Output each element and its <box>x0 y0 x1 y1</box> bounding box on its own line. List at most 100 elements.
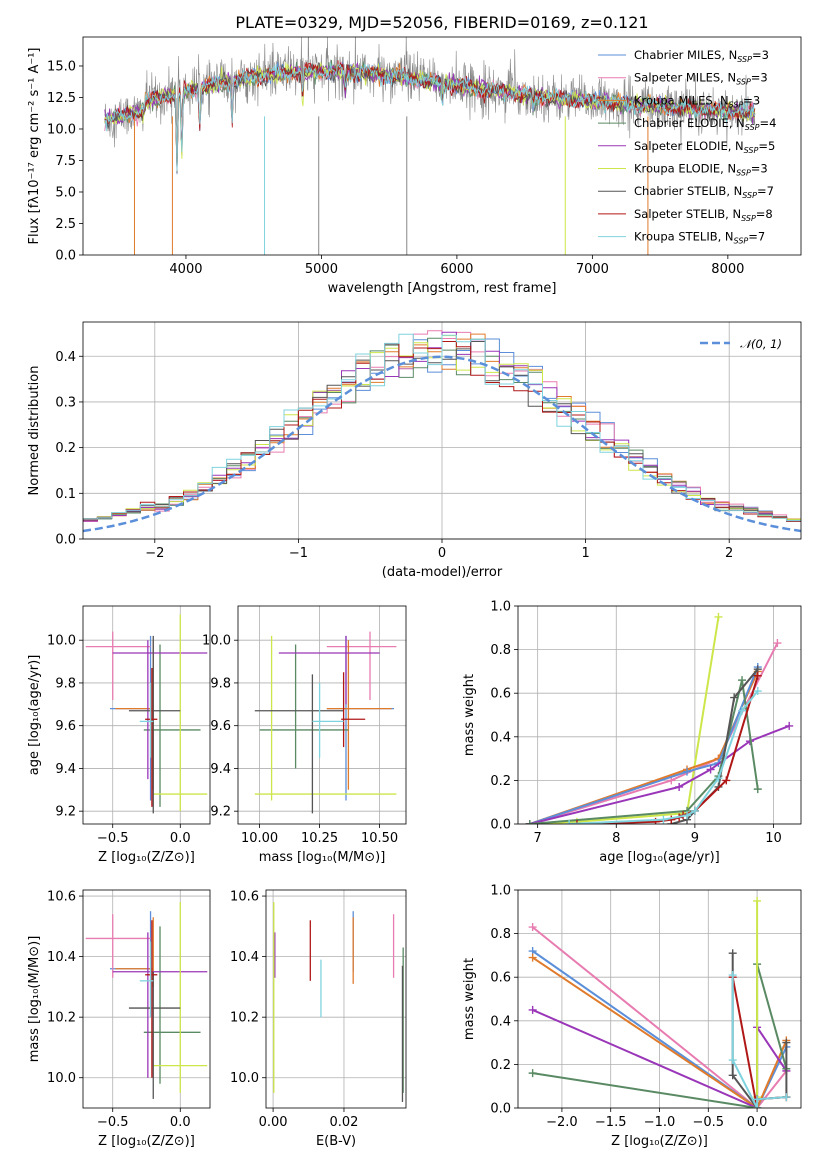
legend-sub: SSP <box>736 169 751 178</box>
y-tick-label: 5.0 <box>55 185 76 200</box>
plus-marker <box>683 767 692 776</box>
plus-marker <box>565 820 574 824</box>
y-tick-label: 10.6 <box>230 890 259 905</box>
plus-marker <box>753 1095 762 1104</box>
legend-name: Salpeter STELIB, N <box>634 207 741 221</box>
plus-marker <box>785 721 794 730</box>
x-tick-label: −1.5 <box>595 1115 627 1130</box>
y-tick-label: 0.2 <box>55 441 76 456</box>
legend-entry: Salpeter STELIB, NSSP=8 <box>634 207 773 223</box>
model-spectrum-line <box>104 62 756 174</box>
panel-mass_vs_Z: −0.5 0.0 10.0 10.2 10.4 10.6 Z [log₁₀(Z/Z⊙)] ma… <box>27 889 211 1149</box>
gaussian-reference-line <box>83 355 801 533</box>
legend-suffix: =3 <box>751 162 768 176</box>
legend-suffix: =7 <box>748 230 765 244</box>
x-tick-label: 0.0 <box>747 1115 768 1130</box>
x-tick-label: 8 <box>612 831 620 846</box>
x-tick-label: 7000 <box>576 262 609 277</box>
plus-marker <box>675 782 684 791</box>
model-spectrum-line <box>104 62 756 172</box>
panel-weight_vs_age: 7 8 9 10 0.0 0.2 0.4 0.6 0.8 1.0 age [log₁₀(age/yr… <box>462 600 802 865</box>
legend-suffix: =7 <box>757 184 774 198</box>
plus-marker <box>525 820 534 824</box>
plus-marker <box>753 671 762 680</box>
panel-spectrum: 4000 5000 6000 7000 8000 0.0 2.5 5.0 7.5 10.0 12.5… <box>27 13 802 296</box>
legend-sub: SSP <box>741 214 756 223</box>
y-axis-label: age [log₁₀(age/yr)] <box>27 655 42 776</box>
legend-name: Salpeter MILES, N <box>634 71 736 85</box>
axes-frame <box>82 605 211 825</box>
y-tick-label: 15.0 <box>47 59 76 74</box>
x-tick-label: −0.5 <box>693 1115 725 1130</box>
legend-name: Chabrier MILES, N <box>634 48 737 62</box>
plus-marker <box>683 811 692 820</box>
legend-suffix: =3 <box>751 71 768 85</box>
legend-suffix: =3 <box>752 48 769 62</box>
plus-marker <box>706 765 715 774</box>
plus-marker <box>722 776 731 785</box>
y-tick-label: 9.2 <box>210 805 231 820</box>
weight-line <box>529 679 759 824</box>
y-tick-label: 0.4 <box>490 730 511 745</box>
weight-line <box>531 926 788 1108</box>
plot-area <box>525 612 794 824</box>
legend-name: Salpeter ELODIE, N <box>634 139 744 153</box>
weight-line <box>532 950 788 1108</box>
y-tick-label: 0.4 <box>55 350 76 365</box>
plot-area <box>528 896 791 1108</box>
y-tick-label: 10.2 <box>230 1011 259 1026</box>
legend-name: Kroupa MILES, N <box>634 93 729 107</box>
plus-marker <box>753 687 762 696</box>
y-tick-label: 10.4 <box>230 950 259 965</box>
x-tick-label: 5000 <box>305 262 338 277</box>
plus-marker <box>738 676 747 685</box>
panel-age_vs_Z: −0.5 0.0 9.2 9.4 9.6 9.8 10.0 Z [log₁₀(Z/Z⊙)] ag… <box>27 605 211 865</box>
legend-name: Chabrier STELIB, N <box>634 184 742 198</box>
x-tick-label: 10 <box>765 831 782 846</box>
y-axis-label: mass weight <box>462 958 477 1040</box>
legend-sub: SSP <box>734 237 749 246</box>
y-tick-label: 0.0 <box>490 1102 511 1117</box>
legend-suffix: =4 <box>760 116 777 130</box>
y-axis-label: mass weight <box>462 674 477 756</box>
x-tick-label: −1.0 <box>644 1115 676 1130</box>
panel-age_vs_mass: 10.00 10.25 10.50 9.2 9.4 9.6 9.8 10.0 mass [log… <box>202 605 407 865</box>
legend-name: Kroupa ELODIE, N <box>634 162 736 176</box>
plot-area <box>85 614 208 814</box>
y-tick-label: 9.8 <box>55 676 76 691</box>
plus-marker <box>528 1005 537 1014</box>
chart-title: PLATE=0329, MJD=52056, FIBERID=0169, z=0… <box>235 13 648 32</box>
weight-line <box>532 956 788 1108</box>
x-axis-label: Z [log₁₀(Z/Z⊙)] <box>98 1134 195 1149</box>
x-tick-label: 0.02 <box>329 1115 358 1130</box>
x-tick-label: −2.0 <box>546 1115 578 1130</box>
y-tick-label: 9.4 <box>210 762 231 777</box>
x-tick-label: 4000 <box>169 262 202 277</box>
y-tick-label: 0.6 <box>490 971 511 986</box>
y-tick-label: 10.0 <box>202 634 231 649</box>
weight-line <box>529 666 759 824</box>
x-tick-label: 2 <box>725 546 733 561</box>
plus-marker <box>728 971 737 980</box>
legend-sub: SSP <box>729 100 744 109</box>
x-tick-label: 10.25 <box>301 831 338 846</box>
x-tick-label: −0.5 <box>97 831 129 846</box>
plus-marker <box>773 639 782 648</box>
plus-marker <box>782 1093 791 1102</box>
y-tick-label: 0.6 <box>490 687 511 702</box>
y-tick-label: 0.4 <box>490 1014 511 1029</box>
panel-mass_vs_ebv: 0.00 0.02 10.0 10.2 10.4 10.6 E(B-V) <box>230 890 407 1149</box>
legend-entry: Kroupa STELIB, NSSP=7 <box>634 230 765 246</box>
x-tick-label: 9 <box>691 831 699 846</box>
panel-weight_vs_Z: −2.0 −1.5 −1.0 −0.5 0.0 0.0 0.2 0.4 0.6 0.8 1.0 Z [… <box>462 884 802 1149</box>
weight-line <box>671 668 759 824</box>
plus-marker <box>690 806 699 815</box>
plot-area <box>83 330 801 533</box>
y-tick-label: 10.2 <box>47 1011 76 1026</box>
y-tick-label: 12.5 <box>47 91 76 106</box>
x-axis-label: Z [log₁₀(Z/Z⊙)] <box>98 850 195 865</box>
axes-frame <box>82 889 211 1109</box>
y-tick-label: 9.6 <box>55 719 76 734</box>
x-tick-label: 10.00 <box>241 831 278 846</box>
